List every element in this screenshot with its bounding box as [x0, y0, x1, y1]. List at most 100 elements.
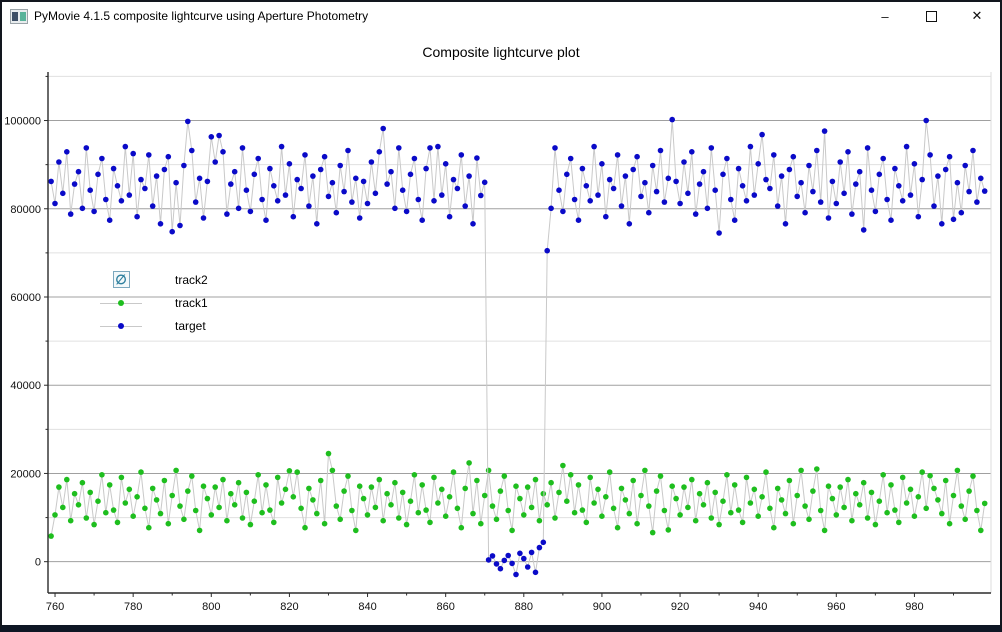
data-point-target [560, 208, 566, 215]
data-point-track1 [298, 505, 304, 512]
data-point-target [896, 183, 902, 189]
data-point-track1 [462, 485, 469, 492]
data-point-target [704, 205, 711, 212]
data-point-track1 [560, 462, 566, 469]
data-point-target [185, 118, 191, 125]
data-point-target [169, 228, 175, 235]
data-point-target [856, 168, 863, 175]
data-point-target [87, 187, 93, 193]
data-point-track1 [571, 509, 578, 516]
x-tick-label: 840 [358, 601, 376, 613]
legend-item-track1[interactable]: track1 [98, 293, 208, 312]
data-point-track1 [622, 497, 629, 503]
data-point-track1 [380, 517, 387, 524]
data-point-track1 [794, 492, 800, 499]
data-point-target [192, 199, 199, 205]
data-point-target [454, 185, 461, 192]
data-point-target [403, 208, 410, 215]
data-point-target [802, 209, 808, 216]
data-point-target [681, 159, 687, 165]
data-point-track1 [255, 472, 261, 478]
data-point-target [564, 171, 570, 178]
data-point-target [767, 185, 773, 192]
maximize-button[interactable] [908, 2, 954, 30]
data-point-track1 [712, 489, 718, 496]
data-point-track1 [696, 490, 703, 497]
data-point-target [845, 149, 851, 155]
data-point-track1 [646, 503, 652, 509]
data-point-track1 [950, 492, 957, 499]
data-point-target [165, 153, 172, 160]
data-point-target [439, 192, 445, 198]
data-point-target [442, 161, 449, 167]
data-point-track1 [208, 512, 215, 518]
data-point-target [677, 200, 683, 207]
data-point-track1 [974, 507, 980, 514]
data-point-track1 [235, 479, 242, 486]
data-point-target [939, 221, 945, 227]
legend-item-track2[interactable]: ∅ track2 [98, 270, 208, 289]
data-point-track1 [466, 460, 472, 466]
data-point-target [817, 199, 824, 205]
data-point-track1 [911, 513, 918, 519]
data-point-track1 [204, 495, 211, 502]
data-point-track1 [501, 473, 508, 479]
data-point-track1 [153, 497, 160, 503]
data-point-track1 [321, 520, 328, 527]
data-point-track1 [630, 477, 636, 484]
data-point-track1 [52, 512, 58, 518]
data-point-target [263, 217, 269, 223]
data-point-track1 [919, 469, 925, 475]
data-point-track1 [216, 504, 222, 511]
data-point-target [481, 179, 488, 186]
data-point-track1 [743, 474, 750, 481]
data-point-target [79, 205, 86, 212]
data-point-track1 [747, 500, 754, 506]
data-point-track1 [415, 509, 422, 516]
titlebar[interactable]: PyMovie 4.1.5 composite lightcurve using… [2, 2, 1000, 30]
data-point-target [794, 193, 800, 200]
data-point-target [630, 166, 636, 173]
data-point-track1 [786, 477, 793, 484]
data-point-track1 [517, 495, 523, 502]
data-point-track1 [528, 504, 535, 511]
data-point-track1 [118, 474, 125, 481]
data-point-track1 [75, 502, 82, 508]
data-point-track1 [771, 524, 777, 531]
data-point-track1 [114, 519, 121, 526]
minimize-button[interactable]: – [881, 8, 889, 24]
data-point-track1 [87, 489, 93, 496]
data-point-target [423, 165, 429, 172]
x-tick-label: 780 [124, 601, 142, 613]
data-point-target [317, 166, 324, 173]
data-point-target [173, 179, 179, 186]
data-point-target [513, 571, 519, 578]
data-point-target [52, 200, 58, 207]
data-point-track1 [731, 482, 738, 488]
data-point-track1 [599, 513, 605, 519]
legend-item-target[interactable]: target [98, 316, 208, 335]
data-point-target [907, 192, 914, 198]
y-tick-label: 100000 [4, 116, 41, 128]
data-point-target [661, 199, 668, 205]
data-point-track1 [603, 494, 609, 500]
data-point-track1 [806, 516, 812, 523]
data-point-target [216, 132, 222, 139]
data-point-target [517, 550, 523, 557]
data-point-target [345, 147, 351, 154]
data-point-track1 [548, 479, 554, 486]
close-button[interactable]: ✕ [971, 8, 983, 23]
data-point-target [751, 192, 758, 198]
data-point-target [431, 198, 437, 204]
data-point-track1 [435, 500, 441, 506]
data-point-target [583, 183, 590, 189]
data-point-track1 [67, 517, 74, 524]
data-point-target [958, 209, 965, 216]
data-point-track1 [892, 507, 898, 513]
data-point-target [392, 205, 398, 212]
lightcurve-chart-canvas[interactable]: 760 780 800 820 840 860 880 900 920 940 960 980 0 200… [2, 30, 1000, 625]
x-tick-label: 820 [280, 601, 298, 613]
data-point-target [544, 247, 550, 254]
data-point-target [653, 188, 660, 195]
data-point-track1 [278, 500, 285, 506]
